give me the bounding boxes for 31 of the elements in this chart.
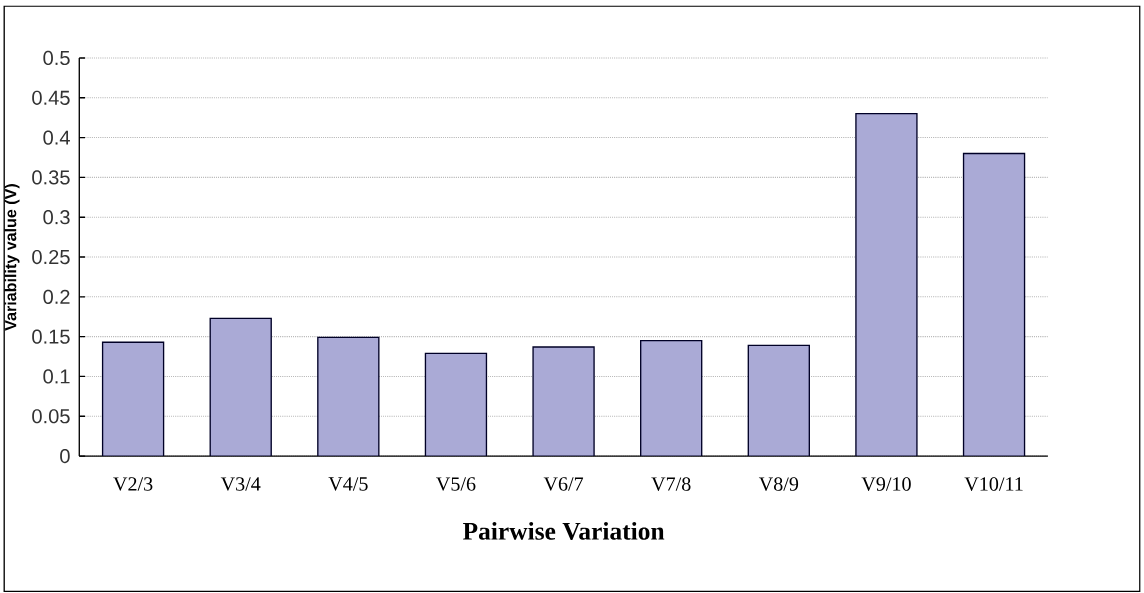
y-tick-label: 0.4 — [43, 130, 70, 145]
x-tick-label: V4/5 — [328, 477, 368, 491]
x-tick-label: V2/3 — [113, 477, 153, 491]
bar — [532, 346, 595, 457]
bar — [962, 152, 1026, 457]
y-tick-label: 0.05 — [32, 409, 70, 424]
y-tick-label: 0.2 — [43, 289, 70, 304]
y-tick-label: 0.15 — [32, 329, 70, 344]
bar — [317, 336, 380, 457]
bar — [640, 339, 703, 457]
x-tick-label: V7/8 — [651, 477, 691, 491]
y-tick-label: 0.3 — [43, 210, 70, 225]
bar — [101, 341, 165, 457]
x-tick-label: V8/9 — [758, 477, 799, 491]
y-tick-label: 0 — [60, 448, 70, 464]
x-axis-title: Pairwise Variation — [462, 521, 665, 540]
x-tick-label: V3/4 — [220, 477, 261, 491]
x-tick-label: V10/11 — [964, 477, 1023, 491]
y-tick-label: 0.45 — [32, 90, 70, 105]
x-tick-label: V5/6 — [436, 477, 476, 491]
y-tick-label: 0.1 — [43, 369, 70, 384]
bar — [209, 317, 272, 457]
y-tick-label: 0.5 — [43, 50, 70, 66]
y-axis-title: Variability value (V) — [4, 184, 20, 331]
y-tick-label: 0.35 — [32, 170, 70, 185]
y-tick-label: 0.25 — [32, 249, 70, 265]
bar — [424, 352, 488, 457]
x-tick-label: V9/10 — [861, 477, 911, 491]
x-tick-label: V6/7 — [543, 477, 584, 491]
bar — [747, 344, 810, 457]
bar — [855, 113, 918, 457]
